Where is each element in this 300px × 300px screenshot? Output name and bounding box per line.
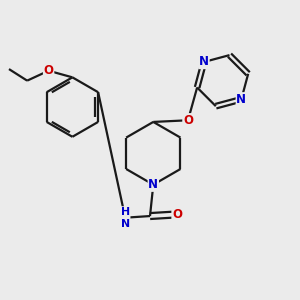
Text: N: N [148, 178, 158, 191]
Text: N: N [199, 56, 209, 68]
Text: O: O [172, 208, 182, 221]
Text: N: N [236, 93, 246, 106]
Text: O: O [44, 64, 54, 77]
Text: H
N: H N [121, 207, 130, 229]
Text: O: O [183, 114, 193, 127]
